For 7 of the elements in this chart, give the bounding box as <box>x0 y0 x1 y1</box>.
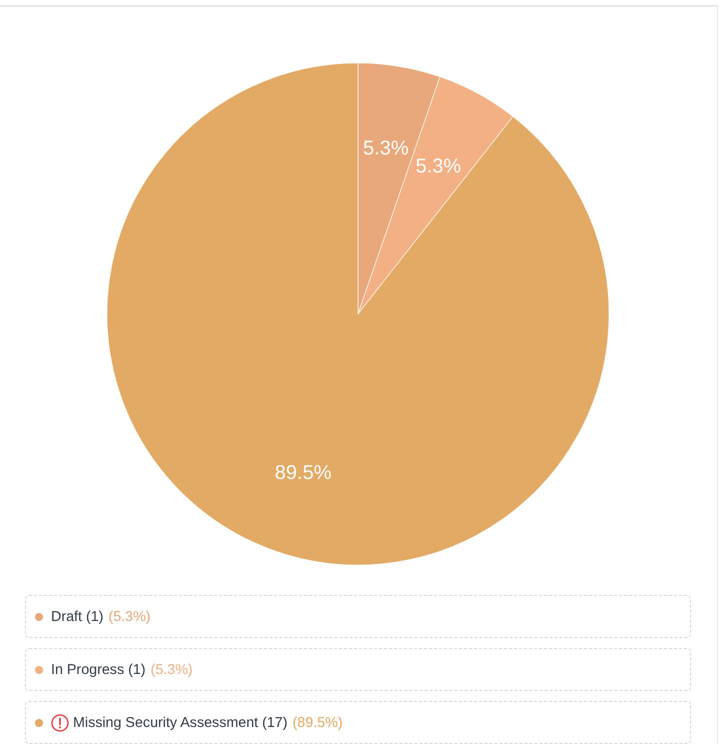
pie-slice <box>107 63 609 565</box>
data-label: 5.3% <box>363 137 409 160</box>
legend-label: Draft (1) (5.3%) <box>51 608 151 624</box>
data-label: 89.5% <box>274 462 332 484</box>
legend-label: In Progress (1) (5.3%) <box>51 662 193 678</box>
slice-label: Missing Security Assessment (17) (89.5%) <box>73 714 343 730</box>
data-label: 5.3% <box>416 155 462 178</box>
